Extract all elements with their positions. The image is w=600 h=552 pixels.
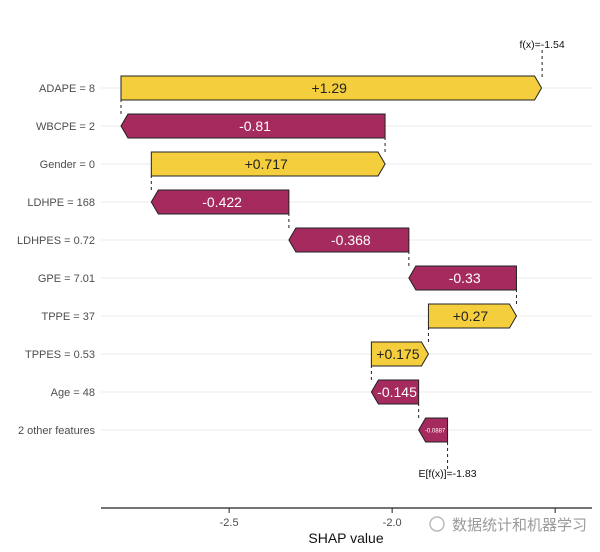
positive-bar <box>150 151 386 177</box>
feature-label: TPPE = 37 <box>41 311 95 323</box>
feature-label: ADAPE = 8 <box>39 83 95 95</box>
positive-bar <box>120 75 543 101</box>
base-value-label: E[f(x)]=-1.83 <box>419 468 477 480</box>
negative-bar <box>418 417 449 443</box>
bar-value-label: +0.175 <box>376 346 419 362</box>
bar-value-label: +0.27 <box>453 308 489 324</box>
feature-label: TPPES = 0.53 <box>25 349 95 361</box>
watermark-text: 数据统计和机器学习 <box>452 517 587 534</box>
feature-label: LDHPE = 168 <box>27 197 95 209</box>
bar-value-label: -0.368 <box>331 232 371 248</box>
negative-bar <box>370 379 420 405</box>
x-tick-label: -2.0 <box>383 517 402 529</box>
negative-bar <box>408 265 517 291</box>
bar-value-label: -0.145 <box>377 384 417 400</box>
bar-value-label: -0.422 <box>202 194 242 210</box>
negative-bar <box>150 189 290 215</box>
negative-bar <box>288 227 410 253</box>
bar-value-label: -0.81 <box>239 118 271 134</box>
x-tick-label: -2.5 <box>220 517 239 529</box>
bar-value-label: -0.33 <box>449 270 481 286</box>
watermark: 数据统计和机器学习 <box>429 516 587 534</box>
positive-bar <box>370 341 430 367</box>
bar-value-label: +1.29 <box>312 80 348 96</box>
positive-bar <box>427 303 518 329</box>
feature-label: 2 other features <box>18 425 96 437</box>
feature-label: WBCPE = 2 <box>36 121 95 133</box>
x-axis-label: SHAP value <box>308 530 383 546</box>
feature-label: Gender = 0 <box>40 159 95 171</box>
feature-label: GPE = 7.01 <box>38 273 95 285</box>
negative-bar <box>120 113 386 139</box>
bar-value-label: +0.717 <box>245 156 288 172</box>
output-value-label: f(x)=-1.54 <box>520 39 565 51</box>
wechat-icon <box>429 516 445 532</box>
bar-value-label: -0.0887 <box>425 429 446 435</box>
feature-label: LDHPES = 0.72 <box>17 235 95 247</box>
feature-label: Age = 48 <box>51 387 95 399</box>
